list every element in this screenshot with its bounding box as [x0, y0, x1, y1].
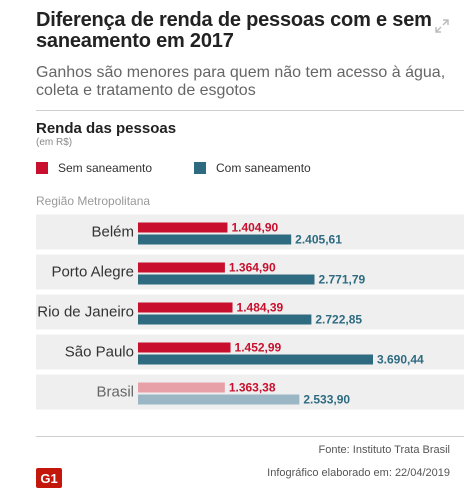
data-label: 1.363,38	[229, 381, 276, 395]
legend-label-sem: Sem saneamento	[58, 161, 153, 175]
bar	[138, 354, 373, 365]
section-title: Renda das pessoas	[36, 120, 177, 137]
legend-swatch-sem	[36, 162, 48, 174]
bar	[138, 262, 225, 273]
chart-subtitle: Ganhos são menores para quem não tem ace…	[36, 64, 446, 99]
expand-arrows-icon[interactable]	[434, 18, 450, 34]
unit-label: (em R$)	[36, 137, 73, 148]
top-divider	[36, 110, 464, 111]
data-label: 2.405,61	[295, 233, 342, 247]
source-text: Fonte: Instituto Trata Brasil	[318, 444, 450, 456]
bar	[138, 342, 231, 353]
category-label: São Paulo	[65, 344, 134, 361]
region-label: Região Metropolitana	[36, 194, 151, 208]
category-label: Brasil	[96, 384, 134, 401]
data-label: 2.533,90	[303, 393, 350, 407]
category-label: Belém	[91, 224, 134, 241]
logo-text: G1	[40, 471, 57, 486]
bottom-divider	[36, 436, 464, 437]
legend-item-sem-saneamento: Sem saneamento	[36, 161, 152, 175]
data-label: 1.364,90	[229, 261, 276, 275]
bar	[138, 382, 225, 393]
bar-chart: Belém 1.404,90 2.405,61 Porto Alegre 1.364,9…	[36, 214, 464, 410]
bar	[138, 394, 300, 405]
credit-text: Infográfico elaborado em: 22/04/2019	[267, 467, 450, 479]
bar	[138, 314, 312, 325]
data-label: 2.771,79	[319, 273, 366, 287]
g1-logo: G1	[36, 468, 62, 488]
category-label: Rio de Janeiro	[37, 304, 134, 321]
chart-title: Diferença de renda de pessoas com e sem …	[36, 9, 432, 52]
bar	[138, 302, 233, 313]
bar	[138, 234, 292, 245]
legend-label-com: Com saneamento	[216, 161, 311, 175]
data-label: 1.404,90	[231, 221, 278, 235]
legend-swatch-com	[194, 162, 206, 174]
data-label: 3.690,44	[377, 353, 424, 367]
legend-item-com-saneamento: Com saneamento	[194, 161, 311, 175]
bar	[138, 222, 228, 233]
data-label: 2.722,85	[315, 313, 362, 327]
category-label: Porto Alegre	[51, 264, 134, 281]
bar	[138, 274, 315, 285]
data-label: 1.452,99	[235, 341, 282, 355]
data-label: 1.484,39	[237, 301, 284, 315]
